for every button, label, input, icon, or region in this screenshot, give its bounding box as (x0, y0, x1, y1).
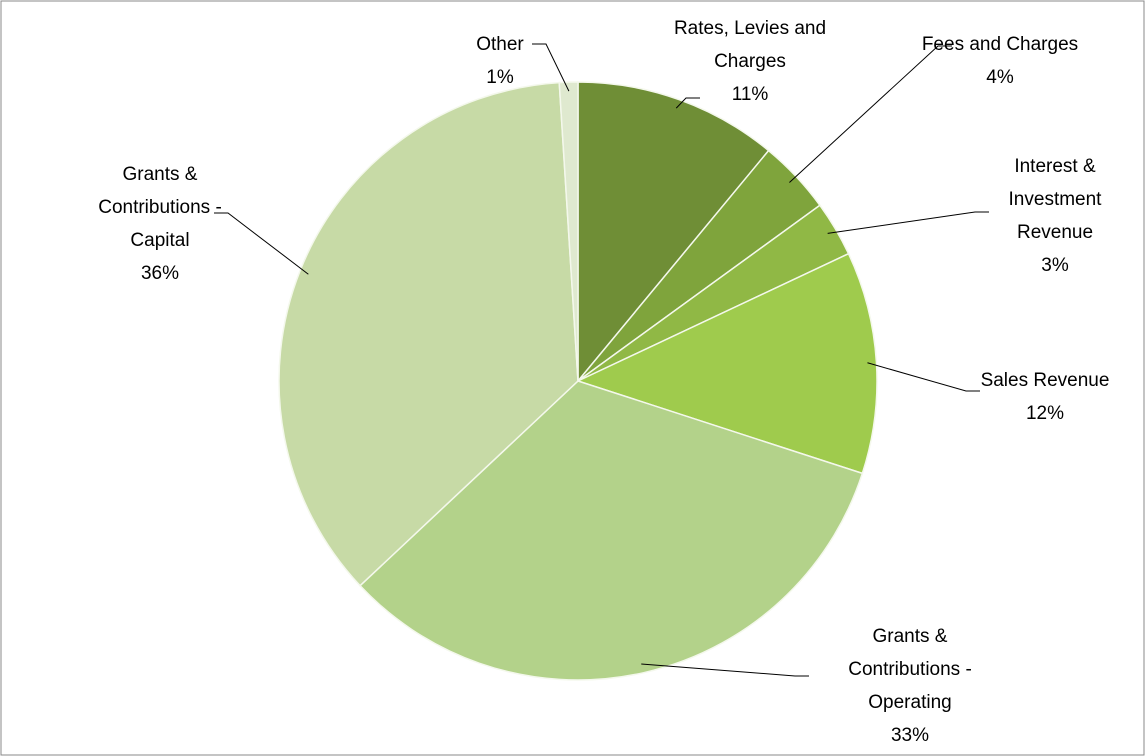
value-label: 33% (890, 725, 930, 746)
category-label: Rates, Levies and Charges (673, 18, 827, 72)
pie-slice (278, 81, 579, 587)
value-label: 3% (1041, 255, 1069, 276)
data-label: Interest & Investment Revenue 3% (985, 150, 1125, 282)
data-label: Grants & Contributions - Capital 36% (70, 158, 250, 290)
pie-slice (575, 252, 878, 475)
category-label: Grants & Contributions - Operating (848, 626, 972, 713)
leader-line (214, 212, 309, 275)
pie-slice (558, 81, 579, 382)
category-label: Fees and Charges (921, 34, 1079, 55)
leader-line (675, 97, 700, 109)
value-label: 4% (986, 67, 1014, 88)
leader-line (789, 45, 952, 183)
pie-slice (577, 81, 770, 384)
category-label: Grants & Contributions - Capital (98, 164, 222, 251)
data-label: Rates, Levies and Charges 11% (645, 12, 855, 111)
data-label: Fees and Charges 4% (900, 28, 1100, 94)
leader-line (641, 663, 809, 677)
category-label: Other (476, 34, 524, 55)
leader-line (532, 43, 570, 92)
value-label: 1% (486, 67, 514, 88)
leader-line (867, 362, 980, 392)
data-label: Sales Revenue 12% (960, 364, 1130, 430)
value-label: 11% (731, 84, 769, 105)
leader-line (827, 211, 989, 234)
value-label: 12% (1025, 403, 1065, 424)
category-label: Interest & Investment Revenue (1008, 156, 1102, 243)
data-label: Grants & Contributions - Operating 33% (815, 620, 1005, 752)
data-label: Other 1% (460, 28, 540, 94)
category-label: Sales Revenue (980, 370, 1110, 391)
value-label: 36% (140, 263, 180, 284)
pie-slice (358, 380, 864, 681)
